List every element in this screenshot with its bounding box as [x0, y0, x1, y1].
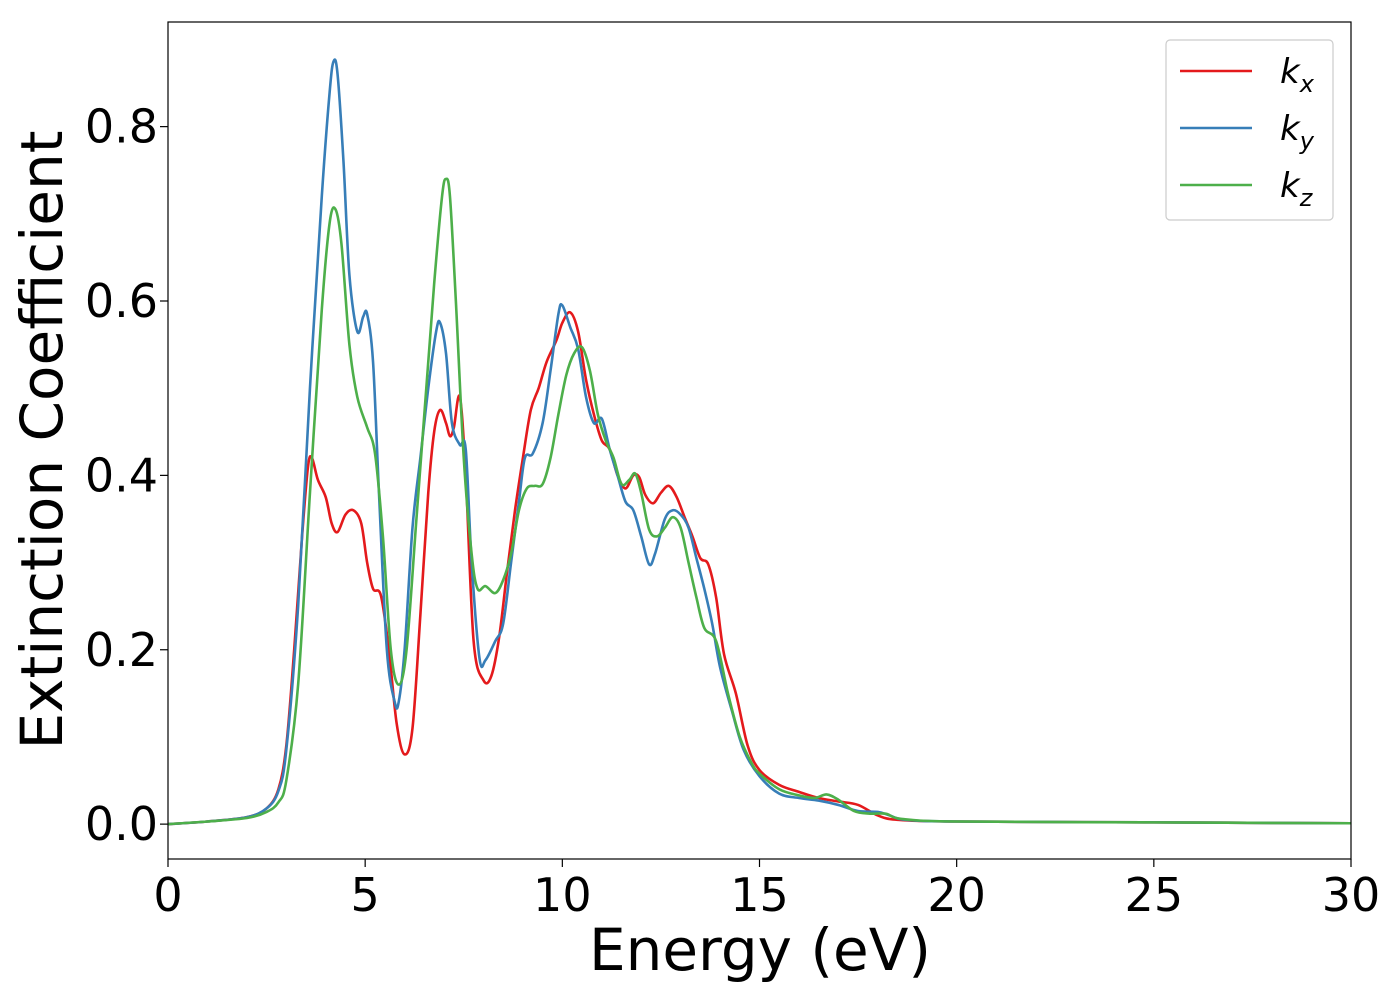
- x-tick-label: 5: [351, 868, 380, 922]
- x-tick-label: 15: [730, 868, 789, 922]
- y-tick-label: 0.6: [85, 274, 158, 328]
- series-line-k-x: [167, 310, 1352, 826]
- y-axis-label: Extinction Coefficient: [8, 131, 76, 750]
- y-tick-label: 0.8: [85, 100, 158, 154]
- x-tick-label: 30: [1322, 868, 1381, 922]
- series-layer: [167, 58, 1352, 826]
- y-tick-label: 0.0: [85, 797, 158, 851]
- y-tick-label: 0.2: [85, 623, 158, 677]
- x-tick-label: 10: [533, 868, 592, 922]
- x-axis-label: Energy (eV): [589, 916, 931, 984]
- x-tick-label: 0: [153, 868, 182, 922]
- x-tick-label: 20: [927, 868, 986, 922]
- legend-label-k-y: ky: [1280, 109, 1315, 155]
- legend-label-k-x: kx: [1280, 52, 1315, 98]
- series-line-k-z: [167, 177, 1352, 826]
- ticks-layer: 0 5 10 15 20 25 30 0.0 0.2 0.4 0.6 0.8: [85, 100, 1380, 922]
- x-tick-label: 25: [1125, 868, 1184, 922]
- legend-frame: [1165, 39, 1334, 221]
- y-tick-label: 0.4: [85, 448, 158, 502]
